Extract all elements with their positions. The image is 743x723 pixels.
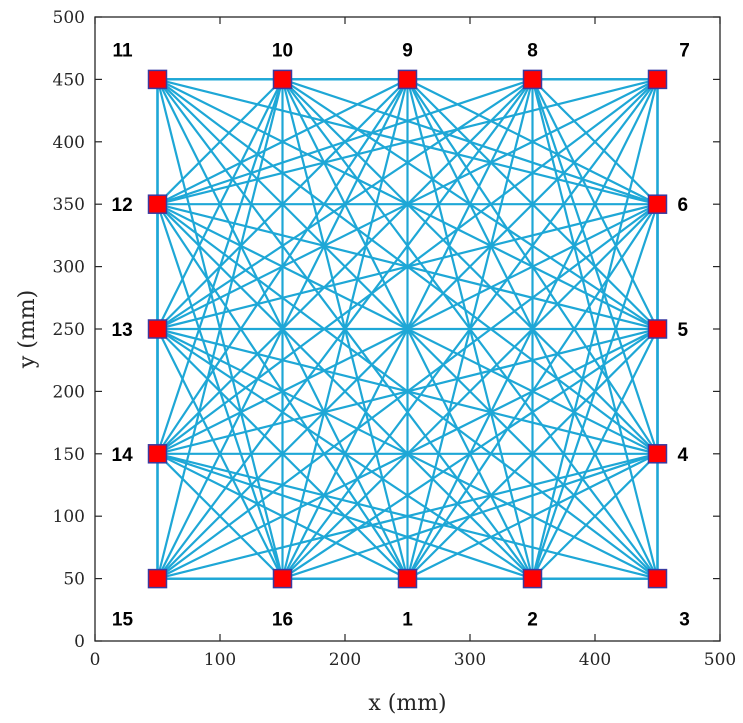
y-tick-label: 500 xyxy=(53,8,85,28)
node-marker-11 xyxy=(147,69,168,90)
node-label-11: 11 xyxy=(112,40,133,61)
node-marker-13 xyxy=(147,319,168,339)
edge-7-14 xyxy=(156,78,659,455)
edge-8-16 xyxy=(281,78,534,580)
node-markers xyxy=(147,69,668,589)
x-axis-title: x (mm) xyxy=(368,691,446,716)
y-tick-label: 450 xyxy=(53,70,85,90)
x-tick-label: 400 xyxy=(579,650,611,670)
edge-14-16 xyxy=(156,453,284,580)
node-marker-3 xyxy=(647,568,668,589)
edge-9-16 xyxy=(281,79,409,579)
y-tick-label: 0 xyxy=(74,632,85,652)
node-label-8: 8 xyxy=(527,40,538,61)
node-marker-1 xyxy=(397,568,418,589)
node-label-10: 10 xyxy=(272,40,293,61)
node-marker-14 xyxy=(147,444,168,464)
edge-7-12 xyxy=(157,78,658,206)
node-marker-8 xyxy=(522,69,543,90)
edge-7-16 xyxy=(281,78,659,580)
y-tick-label: 250 xyxy=(53,320,85,340)
axis-ticks: 0 100 200 300 400 500 0 50 100 150 200 250 300 350 400… xyxy=(53,8,737,670)
x-tick-label: 500 xyxy=(704,650,736,670)
edge-10-12 xyxy=(156,78,284,205)
y-tick-label: 150 xyxy=(53,445,85,465)
node-label-16: 16 xyxy=(272,610,293,631)
node-marker-5 xyxy=(647,319,668,339)
edge-6-15 xyxy=(156,203,659,580)
node-label-7: 7 xyxy=(679,40,690,61)
edge-10-13 xyxy=(156,78,284,330)
node-marker-6 xyxy=(647,194,668,214)
y-tick-label: 200 xyxy=(53,382,85,402)
y-tick-label: 100 xyxy=(53,507,85,527)
node-marker-16 xyxy=(272,568,293,589)
y-tick-label: 50 xyxy=(63,570,85,590)
x-tick-label: 200 xyxy=(329,650,361,670)
node-marker-7 xyxy=(647,69,668,90)
edge-13-16 xyxy=(156,328,284,580)
edge-10-14 xyxy=(156,79,284,455)
node-label-2: 2 xyxy=(527,610,538,631)
x-tick-label: 300 xyxy=(454,650,486,670)
edge-4-16 xyxy=(282,452,658,580)
edge-5-16 xyxy=(281,328,659,580)
y-tick-label: 400 xyxy=(53,133,85,153)
node-label-12: 12 xyxy=(112,195,133,216)
node-marker-9 xyxy=(397,69,418,90)
edge-4-15 xyxy=(157,452,658,580)
y-axis-title: y (mm) xyxy=(15,290,40,369)
edge-11-16 xyxy=(156,79,284,579)
node-label-4: 4 xyxy=(678,445,689,466)
node-label-13: 13 xyxy=(112,320,133,341)
edge-12-16 xyxy=(156,203,284,579)
node-label-14: 14 xyxy=(112,445,134,466)
node-marker-4 xyxy=(647,444,668,464)
node-label-15: 15 xyxy=(112,610,134,631)
node-marker-12 xyxy=(147,194,168,214)
node-label-6: 6 xyxy=(678,195,689,216)
y-tick-label: 350 xyxy=(53,195,85,215)
node-marker-10 xyxy=(272,69,293,90)
node-marker-2 xyxy=(522,568,543,589)
x-tick-label: 100 xyxy=(204,650,236,670)
node-label-1: 1 xyxy=(402,610,413,631)
node-label-3: 3 xyxy=(679,610,690,631)
edge-6-16 xyxy=(281,203,659,580)
node-label-9: 9 xyxy=(402,40,413,61)
node-marker-15 xyxy=(147,568,168,589)
connection-lines xyxy=(156,78,659,580)
y-tick-label: 300 xyxy=(53,258,85,278)
x-tick-label: 0 xyxy=(90,650,101,670)
node-label-5: 5 xyxy=(678,320,689,341)
